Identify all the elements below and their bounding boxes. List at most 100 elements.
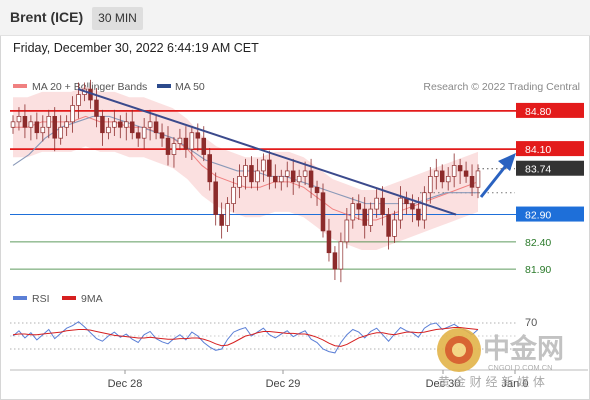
candle-body [374, 197, 379, 210]
candle-body [28, 121, 34, 128]
candle-body [112, 121, 117, 128]
candle-body [410, 203, 415, 210]
candle-body [64, 121, 69, 128]
candle-body [261, 159, 266, 172]
candle-body [201, 137, 207, 155]
price-tag-box-83-74 [516, 160, 584, 176]
candlesticks [10, 79, 481, 283]
candle-body [308, 170, 314, 188]
timestamp-label: Friday, December 30, 2022 6:44:19 AM CET [13, 41, 259, 55]
price-tag-box-84-80 [516, 102, 584, 118]
x-tick-label: Dec 29 [266, 378, 301, 390]
candle-body [243, 165, 248, 177]
timeframe-badge[interactable]: 30 MIN [92, 7, 143, 30]
ma50-legend-swatch [157, 84, 171, 88]
x-axis: Dec 28 Dec 29 Dec 30 Jan 0 [108, 370, 529, 390]
candle-body [350, 203, 356, 221]
candle-body [332, 252, 338, 270]
candle-body [171, 143, 177, 155]
candle-body [124, 121, 129, 128]
candle-body [320, 192, 326, 232]
candle-body [219, 214, 224, 226]
instrument-title: Brent (ICE) [10, 9, 84, 25]
candle-body [34, 121, 40, 134]
descending-trendline [77, 88, 457, 216]
candle-body [326, 230, 332, 254]
price-label-82-40: 82.40 [525, 237, 551, 249]
candle-body [129, 121, 135, 134]
candle-body [76, 94, 81, 106]
candle-body [118, 121, 123, 128]
candle-body [189, 132, 195, 150]
candle-body [457, 165, 463, 172]
candle-body [273, 176, 278, 183]
candle-body [58, 126, 63, 139]
candle-body [22, 116, 28, 128]
price-tag-text-84-80: 84.80 [525, 106, 551, 118]
candle-body [392, 219, 397, 237]
watermark-domain: CNGOLD.COM.CN [488, 363, 553, 372]
candle-body [362, 208, 367, 226]
candle-body [177, 137, 183, 144]
candle-body [475, 170, 481, 188]
ma20-legend-swatch [13, 84, 27, 88]
candle-body [183, 137, 189, 150]
price-tag-box-84-10 [516, 141, 584, 157]
watermark-name: 中金网 [483, 333, 564, 365]
candle-body [46, 116, 52, 128]
price-label-81-90: 81.90 [525, 264, 551, 276]
candle-body [159, 132, 165, 139]
watermark-slogan: 黄 金 财 经 新 媒 体 [438, 374, 545, 389]
candle-body [225, 203, 230, 226]
candle-body [290, 170, 296, 183]
candle-body [445, 176, 451, 183]
candle-body [416, 208, 421, 221]
ma50-legend-label: MA 50 [175, 81, 205, 93]
rsi-legend-swatch [13, 296, 27, 300]
candle-body [94, 99, 99, 117]
candle-body [428, 176, 433, 194]
candle-body [40, 126, 46, 134]
candle-body [100, 116, 105, 134]
rsi-ma-line [12, 327, 479, 347]
candle-body [469, 176, 475, 188]
candle-body [165, 137, 171, 155]
candle-body [52, 116, 57, 139]
candle-body [207, 154, 212, 183]
candle-body [231, 186, 236, 204]
candle-body [284, 170, 290, 177]
candle-body [255, 170, 260, 183]
candle-body [213, 181, 218, 215]
trendline [77, 88, 516, 216]
price-tag-box-82-90 [516, 206, 584, 222]
price-tags: 84.80 84.10 83.74 82.90 82.40 81.90 [516, 102, 584, 276]
candle-body [314, 186, 320, 194]
price-tag-text-84-10: 84.10 [525, 144, 551, 156]
candle-body [267, 159, 272, 177]
projection-arrow-head [498, 153, 516, 171]
candle-body [279, 176, 284, 183]
candle-body [356, 203, 362, 210]
price-tag-text-82-90: 82.90 [525, 210, 551, 222]
rsi-panel [10, 321, 516, 354]
candle-body [147, 121, 153, 128]
rsi-legend-label: RSI [32, 293, 50, 305]
candle-body [368, 208, 373, 226]
price-tag-text-83-74: 83.74 [525, 164, 551, 176]
rsi-line [12, 321, 479, 354]
ma20-legend-label: MA 20 + Bollinger Bands [32, 81, 147, 93]
candle-body [451, 165, 457, 177]
level-lines [10, 110, 516, 270]
candle-body [141, 126, 147, 139]
candle-body [386, 214, 391, 237]
candle-body [106, 126, 111, 134]
rsi-ma-legend-label: 9MA [81, 293, 103, 305]
rsi-level-label: 70 [525, 317, 537, 329]
x-tick-label: Jan 0 [502, 378, 529, 390]
candle-body [439, 170, 445, 183]
candle-body [302, 170, 308, 177]
copyright-label: Research © 2022 Trading Central [423, 81, 580, 93]
candle-body [422, 192, 427, 221]
rsi-ma-legend-swatch [62, 296, 76, 300]
